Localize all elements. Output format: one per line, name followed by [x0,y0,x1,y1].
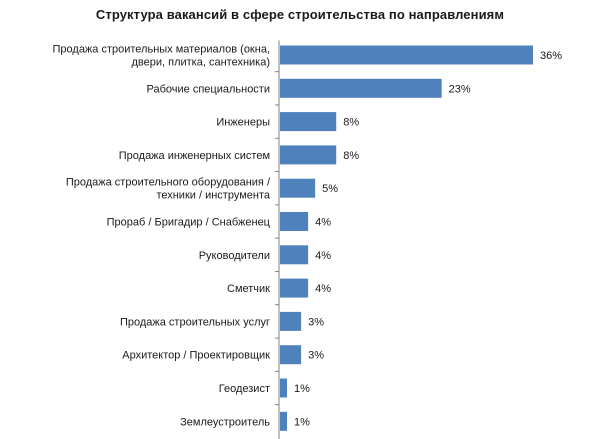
bar [280,378,288,398]
value-label: 1% [294,383,310,395]
value-label: 3% [308,350,324,362]
category-label-line: двери, плитка, сантехника) [131,57,270,69]
bar [280,45,533,65]
category-label: Продажа строительных материалов (окна, дв… [53,44,271,69]
bar [280,145,337,165]
bar [280,178,316,198]
category-label-line: техники / инструмента [156,190,270,202]
bar [280,212,309,231]
category-label-line: Руководители [199,250,270,262]
bar [280,112,337,132]
category-label: Геодезист [219,383,270,395]
bar [280,311,302,331]
category-label-line: Рабочие специальности [147,83,270,95]
category-label: Руководители [199,250,270,262]
category-label-line: Продажа строительных материалов (окна, [53,44,271,56]
category-label: Рабочие специальности [147,83,270,95]
value-label: 8% [343,117,359,129]
category-label: Инженеры [216,117,270,129]
bar [280,278,309,298]
value-label: 1% [294,416,310,428]
category-label-line: Инженеры [216,117,270,129]
bar [280,245,309,265]
category-label: Продажа строительного оборудования / техн… [66,177,271,202]
value-label: 8% [343,150,359,162]
category-label-line: Землеустроитель [180,416,270,428]
category-label-line: Продажа строительных услуг [120,316,270,328]
category-label-line: Прораб / Бригадир / Снабженец [107,217,271,229]
value-label: 5% [322,183,338,195]
value-label: 3% [308,316,324,328]
category-label: Прораб / Бригадир / Снабженец [107,217,271,229]
category-label-line: Продажа инженерных систем [119,150,270,162]
bar [280,411,288,431]
value-label: 36% [540,50,562,62]
bar [280,78,442,98]
category-label: Продажа строительных услуг [120,316,270,328]
value-label: 4% [315,217,331,229]
category-label-line: Сметчик [227,283,270,295]
category-label-line: Геодезист [219,383,270,395]
category-label: Продажа инженерных систем [119,150,270,162]
value-label: 4% [315,283,331,295]
category-label: Землеустроитель [180,416,270,428]
category-label-line: Архитектор / Проектировщик [122,350,270,362]
bar [280,345,302,365]
value-label: 23% [449,83,471,95]
category-label: Архитектор / Проектировщик [122,350,270,362]
category-label: Сметчик [227,283,270,295]
value-label: 4% [315,250,331,262]
category-label-line: Продажа строительного оборудования / [66,177,271,189]
chart-title: Структура вакансий в сфере строительства… [95,7,505,22]
